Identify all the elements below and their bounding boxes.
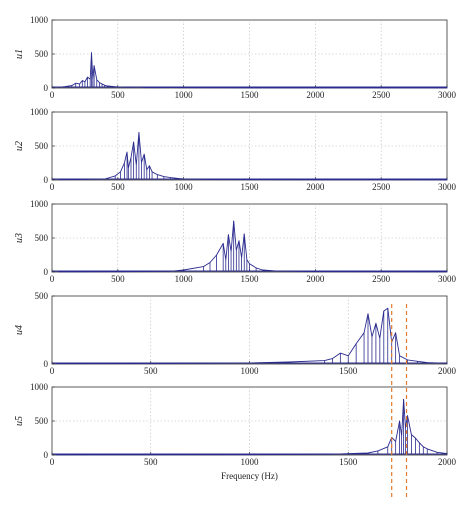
series-line-u3 bbox=[58, 220, 448, 273]
x-tick-label: 1000 bbox=[241, 366, 260, 376]
x-tick-label: 2000 bbox=[438, 366, 457, 376]
x-tick-label: 0 bbox=[50, 182, 55, 192]
x-tick-label: 500 bbox=[111, 274, 125, 284]
x-tick-label: 3000 bbox=[438, 90, 457, 100]
x-tick-label: 1000 bbox=[241, 457, 260, 467]
x-tick-label: 0 bbox=[50, 366, 55, 376]
x-tick-label: 3000 bbox=[438, 182, 457, 192]
x-tick-label: 2000 bbox=[306, 182, 325, 192]
x-axis-label: Frequency (Hz) bbox=[221, 471, 278, 481]
x-tick-label: 2500 bbox=[372, 274, 391, 284]
y-tick-label: 0 bbox=[44, 175, 49, 185]
y-tick-label: 0 bbox=[44, 83, 49, 93]
x-tick-label: 1500 bbox=[339, 457, 358, 467]
x-tick-label: 1000 bbox=[175, 90, 194, 100]
y-axis-label: u1 bbox=[14, 49, 25, 59]
x-tick-label: 1500 bbox=[241, 182, 260, 192]
series-line-u4 bbox=[55, 307, 448, 365]
y-axis-label: u4 bbox=[14, 325, 25, 335]
panel-u5: 0 500 1000 1500 2000 0 500 1000 u5 Frequency (Hz) bbox=[14, 382, 457, 481]
x-tick-label: 1000 bbox=[175, 182, 194, 192]
panel-u2: 0 500 1000 1500 2000 2500 3000 0 500 1000 u2 bbox=[14, 107, 457, 192]
y-tick-label: 1000 bbox=[30, 15, 49, 25]
x-tick-label: 2000 bbox=[306, 90, 325, 100]
y-axis-label: u5 bbox=[14, 416, 25, 426]
x-tick-label: 500 bbox=[111, 182, 125, 192]
marker-layer bbox=[391, 304, 408, 500]
x-tick-label: 500 bbox=[144, 457, 158, 467]
x-tick-label: 500 bbox=[144, 366, 158, 376]
y-tick-label: 1000 bbox=[30, 382, 49, 392]
y-tick-label: 1000 bbox=[30, 107, 49, 117]
y-axis-label: u3 bbox=[14, 233, 25, 243]
x-tick-label: 1500 bbox=[241, 90, 260, 100]
y-tick-label: 0 bbox=[44, 267, 49, 277]
x-tick-label: 3000 bbox=[438, 274, 457, 284]
x-tick-label: 0 bbox=[50, 274, 55, 284]
x-tick-label: 0 bbox=[50, 457, 55, 467]
panel-u3: 0 500 1000 1500 2000 2500 3000 0 500 1000 u3 bbox=[14, 199, 457, 284]
x-tick-label: 500 bbox=[111, 90, 125, 100]
x-tick-label: 0 bbox=[50, 90, 55, 100]
x-tick-label: 2500 bbox=[372, 90, 391, 100]
y-tick-label: 500 bbox=[35, 233, 49, 243]
x-tick-label: 1500 bbox=[339, 366, 358, 376]
y-axis-label: u2 bbox=[14, 141, 25, 151]
x-tick-label: 2000 bbox=[438, 457, 457, 467]
x-tick-label: 2000 bbox=[306, 274, 325, 284]
y-tick-label: 1000 bbox=[30, 199, 49, 209]
x-tick-label: 2500 bbox=[372, 182, 391, 192]
panel-u1: 0 500 1000 1500 2000 2500 3000 0 500 1000 u1 bbox=[14, 15, 457, 100]
y-tick-label: 500 bbox=[35, 291, 49, 301]
x-tick-label: 1500 bbox=[241, 274, 260, 284]
panel-u4: 0 500 1000 1500 2000 0 500 u4 bbox=[14, 291, 457, 376]
y-tick-label: 500 bbox=[35, 49, 49, 59]
x-tick-label: 1000 bbox=[175, 274, 194, 284]
y-tick-label: 0 bbox=[44, 450, 49, 460]
y-tick-label: 500 bbox=[35, 141, 49, 151]
y-tick-label: 500 bbox=[35, 416, 49, 426]
y-tick-label: 0 bbox=[44, 359, 49, 369]
